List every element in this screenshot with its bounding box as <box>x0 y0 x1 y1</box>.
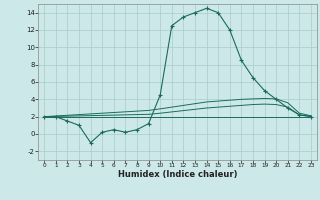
X-axis label: Humidex (Indice chaleur): Humidex (Indice chaleur) <box>118 170 237 179</box>
